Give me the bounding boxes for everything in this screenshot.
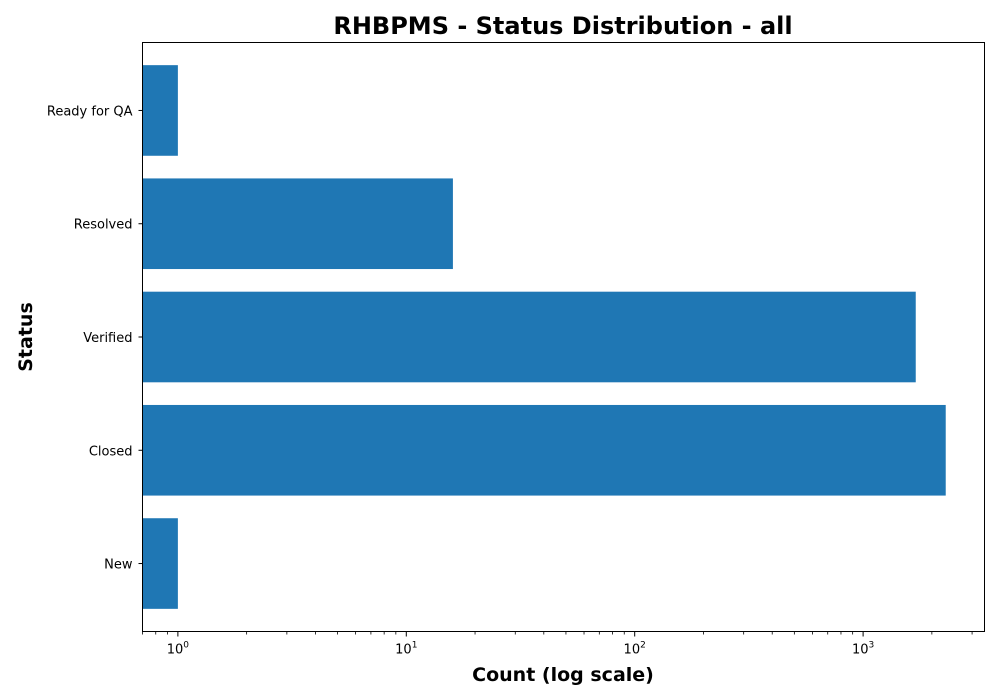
bar-new — [142, 518, 178, 609]
chart-title: RHBPMS - Status Distribution - all — [333, 12, 792, 40]
y-tick-label: Verified — [83, 331, 132, 346]
plot-frame — [142, 42, 985, 632]
x-tick-label: 103 — [852, 641, 874, 658]
bar-verified — [142, 291, 916, 383]
y-tick-label: New — [104, 558, 133, 573]
x-tick-label: 100 — [167, 641, 190, 658]
x-ticks: 100 101 102 103 — [142, 631, 973, 658]
x-tick-label: 102 — [624, 641, 646, 658]
y-tick-label: Closed — [89, 444, 133, 459]
y-ticks: New Closed Verified Resolved Ready for QA — [47, 104, 143, 573]
bar-closed — [142, 404, 946, 496]
x-axis-label: Count (log scale) — [472, 664, 654, 686]
y-tick-label: Ready for QA — [47, 104, 133, 119]
y-tick-label: Resolved — [74, 218, 133, 233]
bar-resolved — [142, 178, 453, 270]
bars-group — [142, 65, 946, 609]
bar-ready-for-qa — [142, 65, 178, 156]
y-axis-label: Status — [15, 302, 37, 372]
x-tick-label: 101 — [395, 641, 417, 658]
